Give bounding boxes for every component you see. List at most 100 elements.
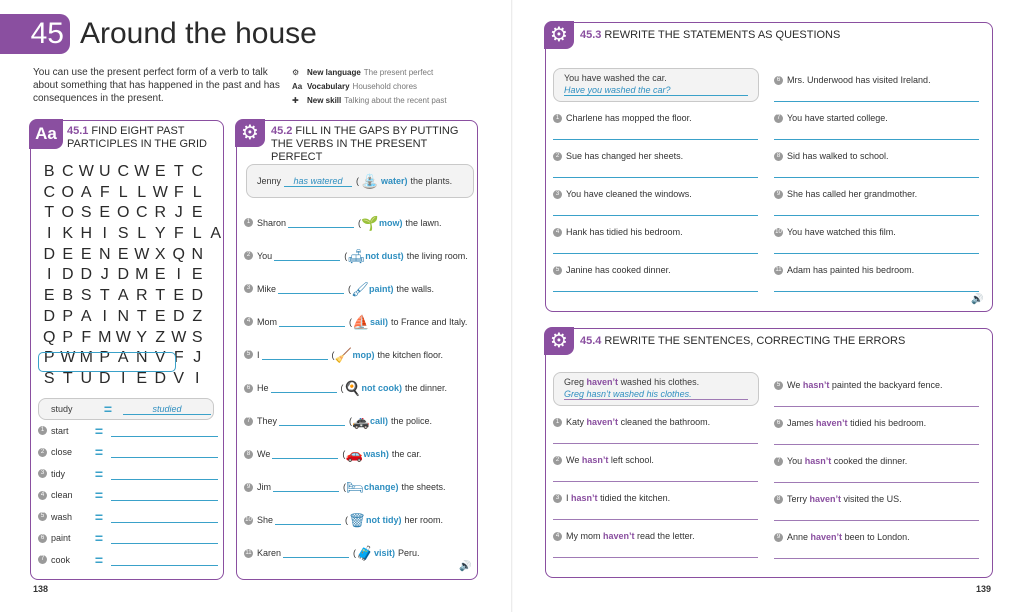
item-number: 3: [244, 284, 253, 294]
grid-letter: I: [195, 369, 200, 387]
grid-letter: V: [173, 369, 185, 387]
grid-letter: A: [80, 307, 92, 325]
answer-line[interactable]: [774, 177, 979, 178]
audio-icon[interactable]: 🔊: [971, 294, 984, 305]
grid-letter: V: [154, 349, 166, 367]
list-item: 2 We hasn’t left school.: [553, 450, 758, 488]
gear-icon: ⚙: [544, 21, 574, 49]
answer-line[interactable]: [553, 291, 758, 292]
answer-line[interactable]: [278, 284, 345, 294]
item-number: 10: [774, 227, 783, 237]
list-item: 3 You have cleaned the windows.: [553, 184, 758, 222]
item-verb: not tidy): [366, 515, 402, 526]
gear-icon: ⚙: [235, 119, 265, 147]
open-paren: (: [331, 349, 335, 360]
answer-line[interactable]: [272, 449, 339, 460]
grid-letter: F: [99, 183, 110, 201]
item-text: 4 Hank has tidied his bedroom.: [553, 222, 758, 242]
equals-sign: =: [94, 422, 104, 439]
audio-icon[interactable]: 🔊: [459, 561, 472, 572]
answer-line[interactable]: [774, 101, 979, 102]
answer-line[interactable]: [774, 520, 979, 521]
item-number: 1: [553, 417, 562, 427]
grid-letter: E: [154, 266, 166, 284]
answer-line[interactable]: [774, 444, 979, 445]
answer-line[interactable]: [774, 482, 979, 483]
item-number: 11: [774, 265, 783, 275]
grid-letter: T: [99, 287, 110, 305]
item-subject: She: [257, 515, 274, 526]
grid-letter: D: [191, 287, 204, 305]
answer-line[interactable]: [273, 482, 339, 493]
item-text: 9 She has called her grandmother.: [774, 184, 979, 204]
answer-line[interactable]: [553, 443, 758, 444]
list-item: 11 Karen (🧳 visit) Peru.: [244, 537, 476, 570]
equals-sign: =: [94, 465, 104, 482]
answer-line[interactable]: [774, 406, 979, 407]
exercise-45-1: Aa 45.1 Find eight past participles in th…: [29, 119, 224, 580]
grid-letter: D: [172, 307, 185, 325]
answer-line[interactable]: [553, 519, 758, 520]
answer-line[interactable]: [288, 218, 355, 228]
list-item: 5 I (🧹 mop) the kitchen floor.: [244, 338, 476, 371]
item-number: 3: [553, 493, 562, 503]
answer-line[interactable]: [279, 317, 345, 327]
answer-line[interactable]: [774, 215, 979, 216]
grid-letter: D: [98, 369, 111, 387]
answer-line[interactable]: [283, 548, 350, 559]
item-number: 7: [774, 113, 783, 123]
item-word: close: [51, 447, 73, 458]
answer-line[interactable]: [111, 532, 218, 545]
list-item: 4 Hank has tidied his bedroom.: [553, 222, 758, 260]
answer-line[interactable]: [774, 291, 979, 292]
item-verb: mop): [352, 349, 375, 360]
list-item: 9 She has called her grandmother.: [774, 184, 979, 222]
answer-line[interactable]: [111, 446, 218, 459]
list-item: 7 You have started college.: [774, 108, 979, 146]
answer-line[interactable]: [279, 416, 346, 427]
answer-line[interactable]: [553, 481, 758, 482]
item-number: 10: [244, 515, 253, 525]
item-rest: the kitchen floor.: [377, 349, 444, 360]
answer-line[interactable]: [261, 350, 328, 360]
answer-line[interactable]: [270, 383, 337, 394]
item-number: 8: [774, 151, 783, 161]
grid-letter: W: [134, 163, 150, 180]
answer-line[interactable]: [274, 251, 341, 261]
grid-letter: B: [43, 163, 55, 180]
list-item: 1 Katy haven’t cleaned the bathroom.: [553, 412, 758, 450]
item-subject: Karen: [257, 548, 282, 559]
answer-line[interactable]: [275, 515, 342, 526]
item-verb: wash): [363, 449, 389, 460]
item-verb: not dust): [365, 250, 404, 261]
traveler-icon: 🧳: [356, 545, 374, 562]
answer-line[interactable]: [111, 489, 218, 502]
list-item: 2 Sue has changed her sheets.: [553, 146, 758, 184]
answer-line[interactable]: [774, 139, 979, 140]
answer-line[interactable]: [553, 139, 758, 140]
item-subject: We: [257, 449, 271, 460]
item-word: paint: [51, 533, 71, 544]
answer-line[interactable]: [111, 511, 218, 523]
grid-letter: I: [47, 225, 52, 243]
answer-line[interactable]: [774, 253, 979, 254]
item-rest: the living room.: [406, 250, 468, 261]
grid-letter: B: [62, 287, 74, 305]
list-item: 1 start =: [38, 420, 218, 442]
answer-line[interactable]: [553, 177, 758, 178]
answer-line[interactable]: [111, 554, 218, 566]
answer-line[interactable]: [111, 425, 218, 437]
grid-letter: C: [191, 163, 204, 180]
answer-line[interactable]: [553, 253, 758, 254]
item-sentence: Sue has changed her sheets.: [566, 151, 684, 161]
open-paren: (: [349, 316, 352, 327]
answer-line[interactable]: [111, 468, 218, 480]
answer-line[interactable]: [774, 558, 979, 559]
answer-line[interactable]: [553, 215, 758, 216]
grid-letter: I: [121, 369, 126, 387]
answer-line[interactable]: [553, 557, 758, 558]
grid-letter: Y: [136, 328, 148, 346]
item-sentence: Mrs. Underwood has visited Ireland.: [787, 75, 931, 85]
